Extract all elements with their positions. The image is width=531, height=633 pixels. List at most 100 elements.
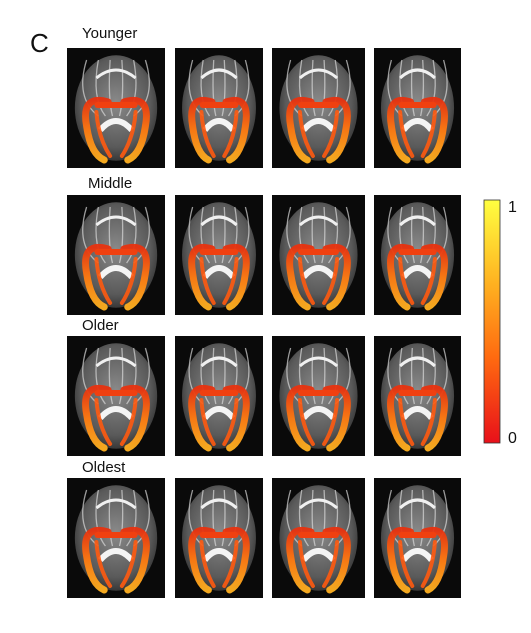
tract xyxy=(420,385,448,452)
white-matter xyxy=(95,59,106,117)
tract xyxy=(199,257,216,305)
row-label: Middle xyxy=(88,175,132,192)
white-matter xyxy=(221,489,226,547)
colorbar-min: 0 xyxy=(508,430,517,447)
tract xyxy=(420,540,437,588)
white-matter xyxy=(426,489,436,547)
white-matter xyxy=(133,206,150,264)
tract xyxy=(222,398,239,446)
white-matter xyxy=(118,347,124,405)
tract xyxy=(222,527,250,594)
white-matter xyxy=(118,489,124,547)
corpus-callosum xyxy=(298,356,339,368)
white-matter xyxy=(419,206,425,264)
white-matter xyxy=(321,489,326,547)
tract xyxy=(286,527,315,594)
tract xyxy=(420,244,448,311)
tract xyxy=(420,110,437,158)
white-matter xyxy=(126,489,137,547)
white-matter xyxy=(311,59,316,117)
tract xyxy=(222,540,239,588)
tract xyxy=(199,540,216,588)
white-matter xyxy=(227,59,238,117)
white-matter xyxy=(321,206,326,264)
row-label: Younger xyxy=(82,25,137,42)
tract xyxy=(120,385,150,452)
white-matter xyxy=(126,59,137,117)
splenium xyxy=(98,118,134,133)
tract xyxy=(82,527,112,594)
brain-image xyxy=(67,478,165,598)
midline-tract xyxy=(94,532,138,538)
white-matter xyxy=(328,206,339,264)
tract xyxy=(322,385,351,452)
white-matter xyxy=(321,59,326,117)
corpus-callosum xyxy=(399,498,436,510)
white-matter xyxy=(82,59,99,117)
corpus-callosum xyxy=(95,68,137,80)
midline-tract xyxy=(398,102,437,108)
tract xyxy=(297,540,315,588)
corpus-callosum xyxy=(200,356,238,368)
splenium xyxy=(98,406,134,421)
white-matter xyxy=(82,206,99,264)
white-matter xyxy=(298,489,309,547)
white-matter xyxy=(311,206,316,264)
midline-tract xyxy=(199,532,239,538)
splenium xyxy=(301,548,336,563)
brain-image xyxy=(272,195,365,315)
panel-label: C xyxy=(30,28,49,58)
white-matter xyxy=(212,59,217,117)
tract xyxy=(222,110,239,158)
splenium xyxy=(301,118,336,133)
midline-tract xyxy=(199,102,239,108)
tract xyxy=(199,398,216,446)
tract xyxy=(322,540,340,588)
white-matter xyxy=(126,347,137,405)
white-matter xyxy=(200,489,211,547)
corpus-callosum xyxy=(200,498,238,510)
brain-image xyxy=(67,336,165,456)
midline-tract xyxy=(298,249,339,255)
white-matter xyxy=(108,59,114,117)
corpus-callosum xyxy=(298,68,339,80)
tract xyxy=(322,527,351,594)
splenium xyxy=(202,548,236,562)
white-matter xyxy=(200,347,211,405)
midline-tract xyxy=(298,102,339,108)
corpus-callosum xyxy=(95,498,137,510)
tract xyxy=(286,385,315,452)
midline-tract xyxy=(94,390,138,396)
white-matter xyxy=(399,347,409,405)
brain-image xyxy=(67,195,165,315)
corpus-callosum xyxy=(200,215,238,227)
corpus-callosum xyxy=(95,356,137,368)
brain-image xyxy=(374,195,461,315)
tract xyxy=(120,527,150,594)
white-matter xyxy=(399,489,409,547)
white-matter xyxy=(298,206,309,264)
tract xyxy=(188,385,216,452)
tract xyxy=(398,540,415,588)
tract xyxy=(297,398,315,446)
white-matter xyxy=(410,347,416,405)
corpus-callosum xyxy=(399,68,436,80)
white-matter xyxy=(399,206,409,264)
corpus-callosum xyxy=(95,215,137,227)
tract xyxy=(286,244,315,311)
brain-image xyxy=(175,48,263,168)
splenium xyxy=(98,548,134,563)
tract xyxy=(420,97,448,164)
white-matter xyxy=(311,489,316,547)
midline-tract xyxy=(398,390,437,396)
white-matter xyxy=(419,59,425,117)
white-matter xyxy=(227,489,238,547)
white-matter xyxy=(298,59,309,117)
white-matter xyxy=(118,206,124,264)
tract xyxy=(82,97,112,164)
splenium xyxy=(301,406,336,421)
white-matter xyxy=(95,347,106,405)
midline-tract xyxy=(199,249,239,255)
white-matter xyxy=(126,206,137,264)
tract xyxy=(387,97,415,164)
